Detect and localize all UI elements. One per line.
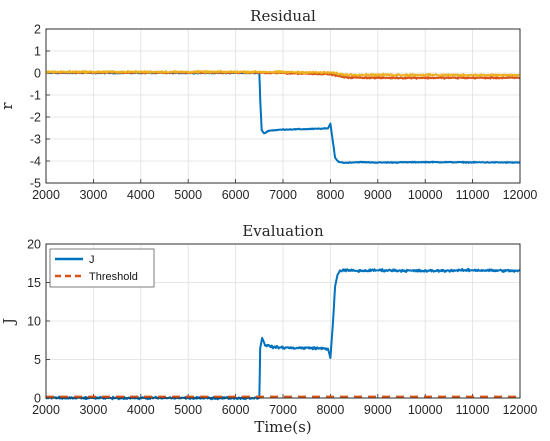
evaluation-legend: J Threshold [49, 248, 155, 288]
x-tick-label: 6000 [222, 403, 250, 417]
j-line [45, 267, 521, 401]
y-tick-label: -4 [30, 155, 41, 169]
x-tick-label: 7000 [269, 188, 297, 202]
x-tick-label: 2000 [32, 188, 60, 202]
y-tick-label: 0 [34, 67, 41, 81]
x-tick-label: 5000 [174, 188, 202, 202]
y-tick-label: 2 [34, 23, 41, 37]
x-tick-label: 8000 [316, 188, 344, 202]
legend-label-j: J [89, 254, 95, 266]
evaluation-lines [45, 267, 521, 401]
x-tick-label: 5000 [174, 403, 202, 417]
y-tick-label: -2 [30, 111, 41, 125]
residual-grid [46, 29, 520, 183]
y-tick-label: -5 [30, 177, 41, 191]
y-tick-label: 20 [27, 238, 41, 252]
x-tick-label: 2000 [32, 403, 60, 417]
x-tick-label: 8000 [316, 403, 344, 417]
evaluation-xlabel: Time(s) [254, 418, 311, 436]
residual-ticks: 2000 3000 4000 5000 6000 7000 8000 9000 10000 110… [30, 23, 538, 203]
x-tick-label: 4000 [127, 188, 155, 202]
evaluation-ticks: 2000 3000 4000 5000 6000 7000 8000 9000 10000 110… [27, 238, 537, 418]
residual-panel: 2000 3000 4000 5000 6000 7000 8000 9000 10000 110… [0, 7, 537, 202]
residual-frame [45, 28, 521, 184]
y-tick-label: -3 [30, 133, 41, 147]
x-tick-label: 10000 [408, 403, 443, 417]
x-tick-label: 10000 [408, 188, 443, 202]
y-tick-label: -1 [30, 89, 41, 103]
y-tick-label: 5 [34, 353, 41, 367]
x-tick-label: 3000 [79, 403, 107, 417]
x-tick-label: 9000 [364, 188, 392, 202]
legend-box [49, 248, 155, 288]
residual-title: Residual [250, 7, 316, 25]
evaluation-ylabel: J [0, 318, 18, 326]
residual-lines [45, 69, 521, 164]
x-tick-label: 11000 [456, 403, 490, 417]
x-tick-label: 12000 [503, 403, 538, 417]
x-tick-label: 6000 [222, 188, 250, 202]
evaluation-frame [45, 243, 521, 399]
y-tick-label: 1 [34, 45, 41, 59]
x-tick-label: 3000 [79, 188, 107, 202]
x-tick-label: 7000 [269, 403, 297, 417]
legend-label-threshold: Threshold [89, 271, 138, 283]
x-tick-label: 9000 [364, 403, 392, 417]
evaluation-panel: 2000 3000 4000 5000 6000 7000 8000 9000 10000 110… [0, 222, 537, 436]
series-2-line [45, 69, 521, 78]
residual-ylabel: r [0, 102, 16, 110]
x-tick-label: 4000 [127, 403, 155, 417]
x-tick-label: 12000 [503, 188, 538, 202]
y-tick-label: 0 [34, 392, 41, 406]
evaluation-title: Evaluation [242, 222, 324, 240]
y-tick-label: 15 [27, 276, 41, 290]
y-tick-label: 10 [27, 315, 41, 329]
x-tick-label: 11000 [456, 188, 490, 202]
